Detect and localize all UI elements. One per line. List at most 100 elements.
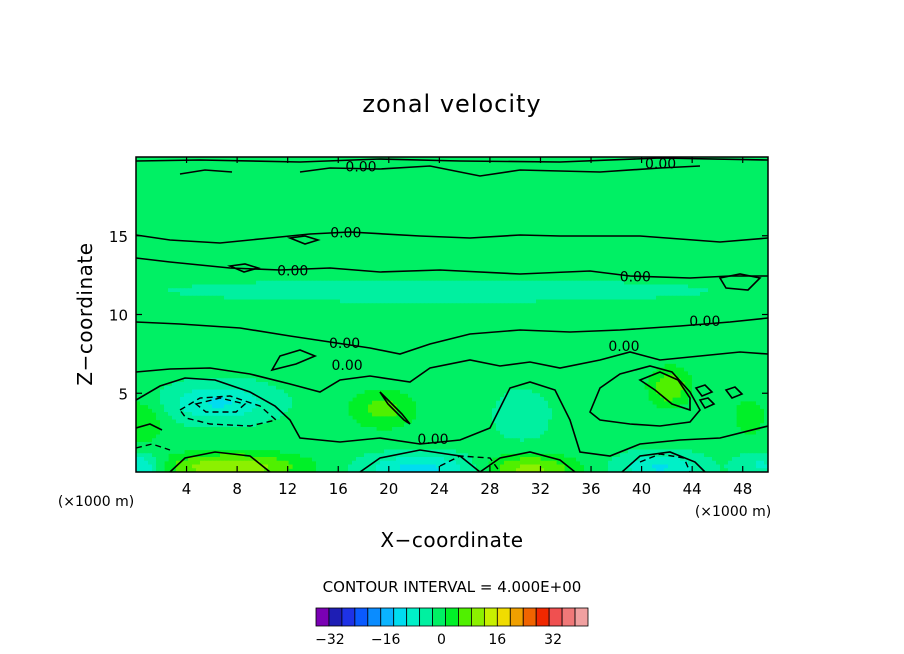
field-cell: [136, 254, 141, 259]
field-cell: [140, 250, 145, 256]
field-cell: [568, 198, 573, 203]
field-cell: [248, 205, 253, 211]
field-cell: [276, 160, 281, 166]
field-cell: [404, 265, 409, 271]
field-cell: [724, 243, 729, 248]
field-cell: [348, 179, 353, 184]
field-cell: [728, 183, 733, 188]
field-cell: [136, 258, 141, 263]
field-cell: [236, 220, 241, 226]
field-cell: [720, 183, 725, 188]
field-cell: [364, 209, 369, 214]
field-cell: [136, 265, 141, 271]
field-cell: [572, 187, 577, 192]
field-cell: [200, 190, 205, 196]
field-cell: [548, 250, 553, 256]
field-cell: [428, 269, 433, 274]
field-cell: [384, 198, 389, 203]
field-cell: [328, 160, 333, 166]
field-cell: [460, 198, 465, 203]
field-cell: [700, 209, 705, 214]
field-cell: [732, 258, 737, 263]
field-cell: [740, 179, 745, 184]
field-cell: [688, 213, 693, 218]
field-cell: [512, 172, 517, 177]
field-cell: [596, 175, 601, 181]
field-cell: [344, 262, 349, 267]
field-cell: [372, 265, 377, 271]
field-cell: [220, 220, 225, 226]
field-cell: [296, 258, 301, 263]
field-cell: [380, 164, 385, 169]
field-cell: [548, 217, 553, 222]
field-cell: [324, 209, 329, 214]
field-cell: [148, 190, 153, 196]
field-cell: [276, 213, 281, 218]
field-cell: [348, 265, 353, 271]
field-cell: [212, 160, 217, 166]
field-cell: [280, 254, 285, 259]
field-cell: [368, 179, 373, 184]
field-cell: [236, 209, 241, 214]
field-cell: [456, 160, 461, 166]
field-cell: [460, 239, 465, 244]
field-cell: [320, 250, 325, 256]
field-cell: [628, 160, 633, 166]
field-cell: [396, 258, 401, 263]
field-cell: [384, 164, 389, 169]
field-cell: [488, 273, 493, 278]
field-cell: [320, 209, 325, 214]
field-cell: [208, 164, 213, 169]
field-cell: [388, 183, 393, 188]
field-cell: [328, 183, 333, 188]
field-cell: [656, 198, 661, 203]
field-cell: [240, 198, 245, 203]
field-cell: [332, 239, 337, 244]
field-cell: [140, 209, 145, 214]
field-cell: [632, 258, 637, 263]
field-cell: [324, 262, 329, 267]
field-cell: [368, 247, 373, 252]
field-cell: [448, 232, 453, 237]
field-cell: [440, 164, 445, 169]
field-cell: [668, 254, 673, 259]
field-cell: [428, 187, 433, 192]
field-cell: [432, 273, 437, 278]
field-cell: [484, 258, 489, 263]
field-cell: [212, 250, 217, 256]
field-cell: [540, 164, 545, 169]
field-cell: [760, 213, 765, 218]
field-cell: [540, 209, 545, 214]
field-cell: [604, 172, 609, 177]
field-cell: [440, 247, 445, 252]
field-cell: [224, 262, 229, 267]
field-cell: [288, 269, 293, 274]
field-cell: [464, 247, 469, 252]
field-cell: [636, 194, 641, 199]
field-cell: [404, 239, 409, 244]
field-cell: [256, 198, 261, 203]
field-cell: [628, 239, 633, 244]
field-cell: [300, 172, 305, 177]
field-cell: [660, 232, 665, 237]
field-cell: [532, 228, 537, 233]
field-cell: [140, 228, 145, 233]
field-cell: [392, 243, 397, 248]
field-cell: [580, 175, 585, 181]
field-cell: [672, 239, 677, 244]
field-cell: [276, 243, 281, 248]
field-cell: [272, 247, 277, 252]
field-cell: [732, 250, 737, 256]
field-cell: [548, 239, 553, 244]
field-cell: [172, 209, 177, 214]
field-cell: [668, 262, 673, 267]
field-cell: [296, 209, 301, 214]
field-cell: [284, 243, 289, 248]
field-cell: [140, 217, 145, 222]
field-cell: [664, 202, 669, 207]
field-cell: [604, 235, 609, 241]
field-cell: [644, 179, 649, 184]
field-cell: [340, 254, 345, 259]
field-cell: [164, 168, 169, 173]
field-cell: [408, 172, 413, 177]
